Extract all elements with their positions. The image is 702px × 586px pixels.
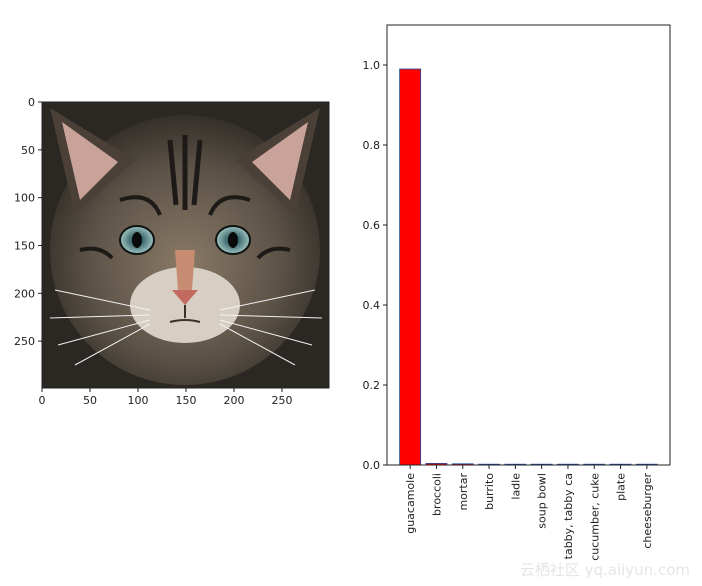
- image-axes: 0 50 100 150 200 250 0 50 100 150 200 250: [14, 96, 330, 407]
- bar-x-tick-label: cucumber, cuke: [588, 473, 601, 561]
- bar-x-tick-label: tabby, tabby ca: [562, 473, 575, 559]
- bar-x-tick-label: broccoli: [430, 473, 443, 516]
- bar-guacamole: [399, 68, 422, 466]
- bar-y-tick-label: 0.0: [363, 459, 381, 472]
- bar-y-ticks: 0.0 0.2 0.4 0.6 0.8 1.0: [363, 59, 387, 472]
- bar-y-tick-label: 0.6: [363, 219, 381, 232]
- bar-y-tick-label: 0.2: [363, 379, 381, 392]
- bar-x-ticks: guacamole broccoli mortar burrito ladle soup …: [404, 465, 654, 561]
- image-y-tick-label: 250: [14, 335, 35, 348]
- bar-x-tick-label: soup bowl: [536, 473, 549, 529]
- image-y-tick-label: 50: [21, 144, 35, 157]
- watermark-text: 云栖社区 yq.aliyun.com: [520, 561, 690, 579]
- image-x-tick-label: 250: [271, 394, 292, 407]
- bar-x-tick-label: guacamole: [404, 473, 417, 534]
- bar-x-tick-label: ladle: [509, 473, 522, 500]
- image-x-tick-label: 200: [223, 394, 244, 407]
- image-x-ticks: 0 50 100 150 200 250: [39, 388, 292, 407]
- bar-x-tick-label: burrito: [483, 473, 496, 510]
- bar-y-tick-label: 0.8: [363, 139, 381, 152]
- image-y-ticks: 0 50 100 150 200 250: [14, 96, 42, 348]
- image-y-tick-label: 0: [28, 96, 35, 109]
- bar-y-tick-label: 1.0: [363, 59, 381, 72]
- image-y-tick-label: 200: [14, 287, 35, 300]
- bar-y-tick-label: 0.4: [363, 299, 381, 312]
- image-y-tick-label: 100: [14, 192, 35, 205]
- image-y-tick-label: 150: [14, 239, 35, 252]
- bar-x-tick-label: cheeseburger: [641, 473, 654, 549]
- cat-photo: [49, 108, 323, 385]
- bar-plot-area: [387, 25, 670, 465]
- image-x-tick-label: 0: [39, 394, 46, 407]
- bar-axes-frame: [386, 24, 671, 466]
- bar-axes: 0.0 0.2 0.4 0.6 0.8 1.0 guacamole broccoli mort…: [363, 24, 671, 561]
- bar-x-tick-label: mortar: [457, 473, 470, 511]
- image-x-tick-label: 50: [83, 394, 97, 407]
- image-x-tick-label: 100: [127, 394, 148, 407]
- bar-x-tick-label: plate: [615, 473, 628, 501]
- image-x-tick-label: 150: [175, 394, 196, 407]
